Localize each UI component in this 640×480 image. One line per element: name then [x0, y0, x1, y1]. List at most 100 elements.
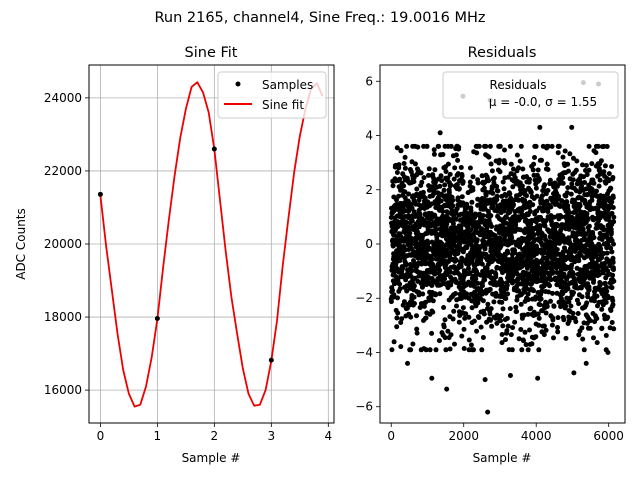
sine-fit-ylabel: ADC Counts — [14, 208, 28, 280]
residual-point — [399, 316, 405, 322]
residual-point — [454, 206, 460, 212]
residual-outlier-point — [507, 373, 513, 379]
residual-point — [564, 295, 570, 301]
residual-point — [454, 303, 459, 309]
residual-point — [401, 161, 407, 166]
residuals-y-tick-label: 0 — [365, 237, 373, 251]
residual-point — [508, 161, 514, 167]
residual-point — [579, 325, 585, 331]
residual-point — [398, 320, 404, 325]
residual-point — [609, 249, 615, 255]
residual-point — [528, 305, 534, 311]
residual-point — [509, 347, 515, 353]
residual-point — [504, 282, 510, 288]
residual-point — [536, 322, 542, 328]
residual-point — [461, 326, 467, 332]
residual-point — [444, 272, 450, 278]
residual-point — [418, 170, 424, 176]
residual-outlier-point — [605, 349, 611, 355]
residual-point — [416, 197, 422, 203]
residual-point — [574, 158, 580, 164]
residual-point — [583, 186, 589, 192]
residual-point — [500, 323, 506, 329]
residual-point — [611, 241, 616, 247]
residual-point — [453, 291, 458, 296]
residual-point — [489, 168, 495, 174]
residuals-x-tick-label: 4000 — [521, 429, 552, 443]
residual-point — [414, 326, 420, 332]
residuals-plot-area — [388, 80, 617, 415]
residual-point — [561, 317, 567, 323]
residual-point — [563, 303, 569, 309]
residual-point — [603, 333, 609, 338]
residual-point — [554, 282, 560, 288]
residual-point — [466, 314, 472, 320]
residual-point — [594, 340, 600, 346]
residual-point — [433, 292, 439, 298]
residual-point — [599, 306, 605, 312]
residual-point — [440, 208, 446, 214]
residual-point — [563, 335, 569, 341]
residual-point — [565, 161, 571, 167]
residual-point — [474, 237, 480, 243]
residual-point — [474, 328, 480, 334]
residual-point — [468, 208, 474, 214]
residual-point — [570, 177, 576, 183]
residual-point — [483, 143, 489, 149]
residual-point — [610, 302, 616, 308]
residual-point — [441, 305, 447, 310]
sample-point — [154, 316, 160, 322]
sample-point — [211, 146, 217, 152]
residual-point — [521, 312, 527, 318]
residual-point — [497, 157, 502, 163]
residual-point — [610, 260, 616, 265]
residual-point — [601, 169, 607, 175]
residual-point — [476, 315, 482, 320]
residual-point — [466, 266, 471, 271]
residual-point — [459, 173, 465, 179]
residual-point — [548, 298, 553, 304]
residual-point — [461, 346, 467, 351]
residual-point — [536, 177, 542, 183]
residual-point — [507, 143, 513, 149]
residual-outlier-point — [485, 409, 491, 415]
residual-point — [609, 210, 615, 216]
residual-point — [407, 230, 413, 236]
residual-point — [495, 188, 501, 194]
residual-point — [555, 325, 560, 330]
residual-point — [485, 301, 491, 307]
residual-point — [503, 337, 508, 343]
residual-point — [486, 178, 491, 184]
residual-point — [494, 193, 500, 199]
residual-point — [591, 180, 597, 186]
residual-point — [582, 180, 588, 185]
residual-point — [429, 256, 435, 262]
residual-point — [611, 326, 617, 332]
residual-point — [565, 185, 571, 191]
residuals-y-tick-label: 2 — [365, 183, 373, 197]
residual-point — [474, 150, 480, 156]
residual-point — [561, 271, 567, 277]
residual-point — [408, 314, 414, 320]
residual-point — [541, 332, 547, 338]
residual-point — [450, 197, 456, 203]
residual-point — [460, 305, 466, 311]
residual-point — [542, 223, 548, 229]
residual-point — [516, 288, 522, 294]
residual-point — [586, 167, 592, 173]
residual-point — [541, 202, 547, 208]
residual-point — [576, 332, 582, 338]
residual-point — [581, 347, 587, 353]
residual-point — [471, 284, 477, 289]
residual-outlier-point — [537, 124, 543, 130]
residual-point — [421, 303, 427, 309]
sine-fit-x-tick-label: 1 — [154, 429, 162, 443]
residual-point — [431, 151, 437, 157]
residual-point — [598, 158, 604, 164]
residual-point — [577, 203, 583, 209]
residual-point — [531, 161, 537, 167]
residual-outlier-point — [569, 124, 575, 130]
residual-point — [548, 204, 554, 210]
residual-point — [467, 179, 473, 185]
residual-point — [501, 208, 507, 214]
